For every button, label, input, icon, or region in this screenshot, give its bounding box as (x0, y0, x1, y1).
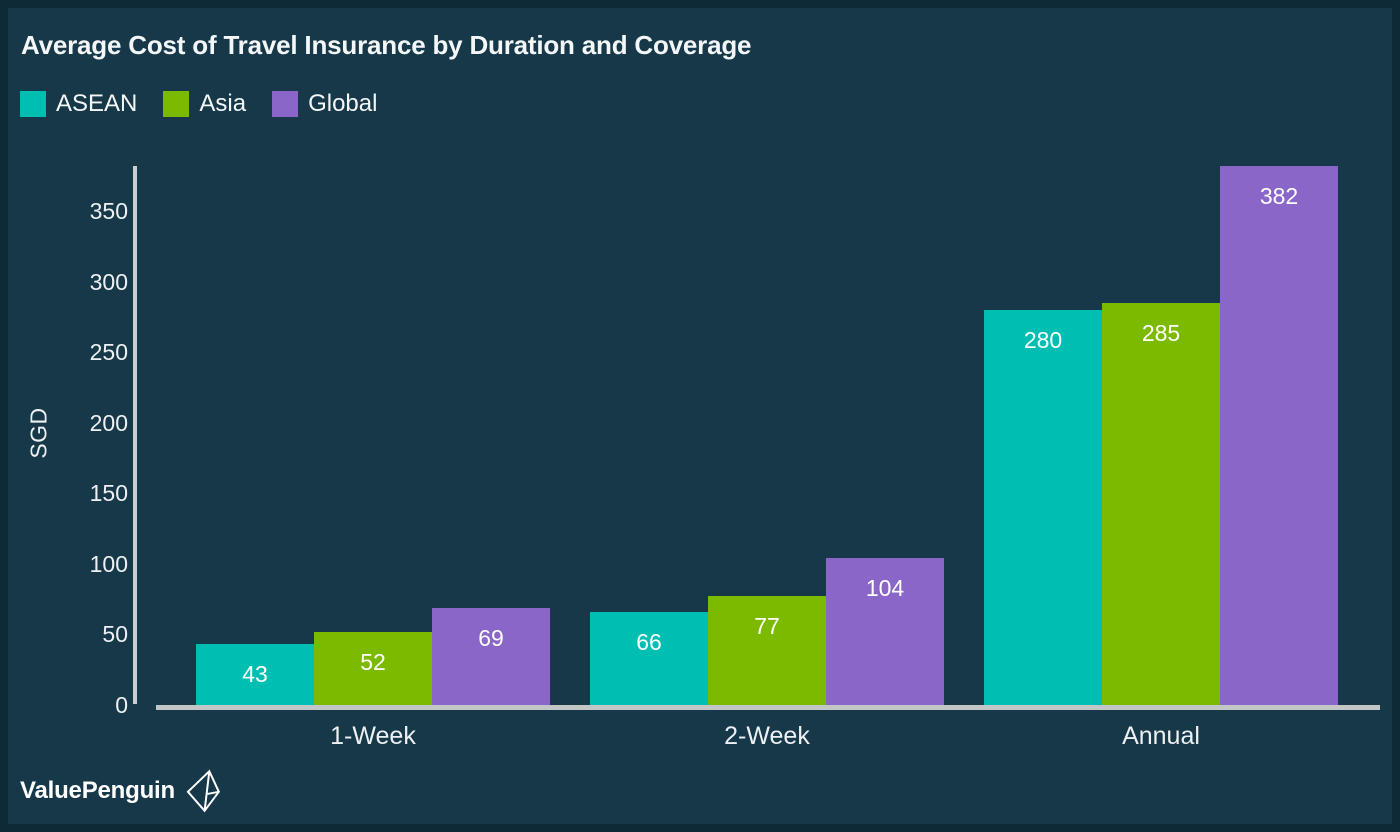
x-category-label-2-week: 2-Week (724, 722, 810, 750)
bar-asia-2-week: 77 (708, 596, 826, 705)
bar-value-label: 285 (1141, 319, 1181, 346)
chart-title: Average Cost of Travel Insurance by Dura… (21, 30, 752, 60)
y-tick-label: 350 (89, 198, 128, 225)
bar-asia-1-week: 52 (314, 631, 432, 705)
x-category-label-annual: Annual (1122, 722, 1200, 750)
legend-item-global: Global (272, 91, 377, 117)
y-tick-label: 100 (89, 550, 128, 577)
y-axis-line (133, 166, 137, 704)
x-category-label-1-week: 1-Week (330, 722, 416, 750)
bar-asia-annual: 285 (1102, 302, 1220, 705)
brand-logo: ValuePenguin (20, 766, 222, 816)
bar-value-label: 52 (360, 648, 386, 675)
bar-global-1-week: 69 (432, 607, 550, 705)
legend-item-asia: Asia (163, 91, 246, 117)
bar-value-label: 280 (1023, 326, 1063, 353)
bar-asean-2-week: 66 (590, 611, 708, 705)
legend-swatch-asia (163, 91, 190, 117)
y-tick-label: 0 (115, 692, 128, 718)
y-tick-label: 150 (89, 480, 128, 507)
y-tick-label: 250 (89, 339, 128, 366)
legend-label: Asia (199, 90, 247, 117)
bar-value-label: 77 (754, 613, 780, 640)
legend-item-asean: ASEAN (20, 91, 137, 117)
y-tick-label: 200 (89, 409, 128, 436)
bar-asean-1-week: 43 (196, 644, 314, 705)
bar-value-label: 43 (242, 661, 268, 688)
legend-label: ASEAN (56, 90, 138, 117)
x-axis-line (156, 705, 1380, 710)
y-tick-label: 50 (102, 621, 128, 648)
legend-swatch-asean (20, 91, 46, 117)
bar-global-2-week: 104 (826, 558, 944, 705)
legend: ASEAN Asia Global (20, 91, 377, 117)
penguin-logo-icon (184, 768, 222, 814)
brand-logo-text: ValuePenguin (20, 777, 175, 804)
legend-swatch-global (272, 91, 299, 117)
bar-value-label: 382 (1259, 183, 1299, 209)
bar-asean-annual: 280 (984, 309, 1102, 705)
legend-label: Global (308, 90, 378, 117)
bar-value-label: 104 (865, 575, 905, 602)
bar-global-annual: 382 (1220, 166, 1338, 705)
y-tick-label: 300 (89, 268, 128, 295)
bar-value-label: 69 (478, 624, 504, 651)
bar-value-label: 66 (636, 628, 662, 655)
